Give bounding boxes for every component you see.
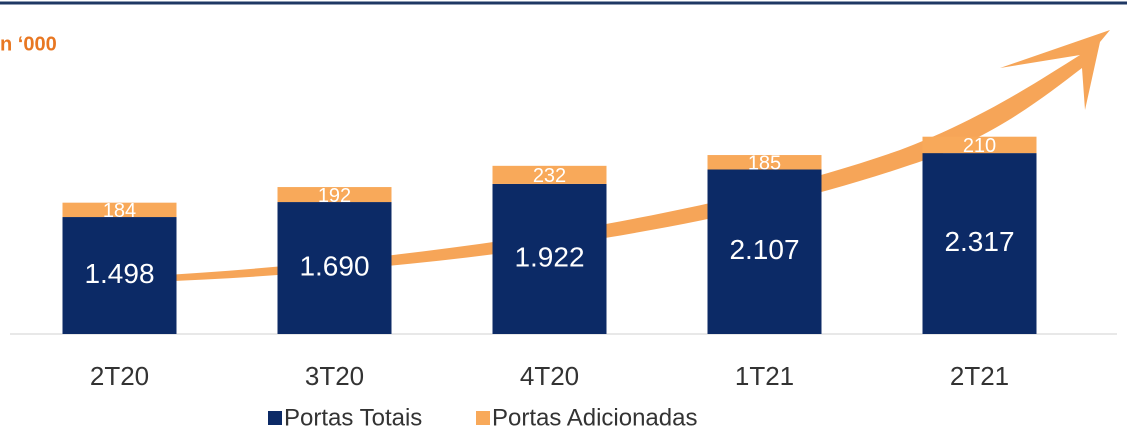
data-label: 185 — [748, 153, 781, 175]
data-label: 210 — [963, 135, 996, 157]
data-label: 1.498 — [84, 258, 154, 289]
data-label: 1.922 — [514, 241, 584, 272]
legend-swatch — [476, 411, 490, 425]
swoosh — [150, 30, 1110, 282]
data-label: 192 — [318, 185, 351, 207]
bar-segment — [707, 169, 822, 334]
bar-segment — [492, 183, 607, 334]
data-label: 2.107 — [729, 234, 799, 265]
bar-segment — [62, 217, 177, 334]
legend-label: Portas Totais — [284, 404, 422, 431]
data-label: 2.317 — [944, 226, 1014, 257]
bar-segment — [707, 155, 822, 170]
x-tick-label: 1T21 — [735, 361, 794, 391]
bar-segment — [62, 202, 177, 218]
x-tick-label: 2T21 — [950, 361, 1009, 391]
x-tick-label: 3T20 — [305, 361, 364, 391]
chart-title: n ‘000 — [0, 33, 57, 55]
data-label: 184 — [103, 200, 136, 222]
legend-swatch — [268, 411, 282, 425]
x-tick-label: 2T20 — [90, 361, 149, 391]
bar-segment — [277, 202, 392, 334]
legend-label: Portas Adicionadas — [492, 404, 697, 431]
bar-segment — [492, 165, 607, 184]
data-label: 1.690 — [299, 250, 369, 281]
bar-segment — [922, 153, 1037, 334]
data-label: 232 — [533, 165, 566, 187]
bar-segment — [277, 187, 392, 203]
x-tick-label: 4T20 — [520, 361, 579, 391]
bar-segment — [922, 136, 1037, 154]
